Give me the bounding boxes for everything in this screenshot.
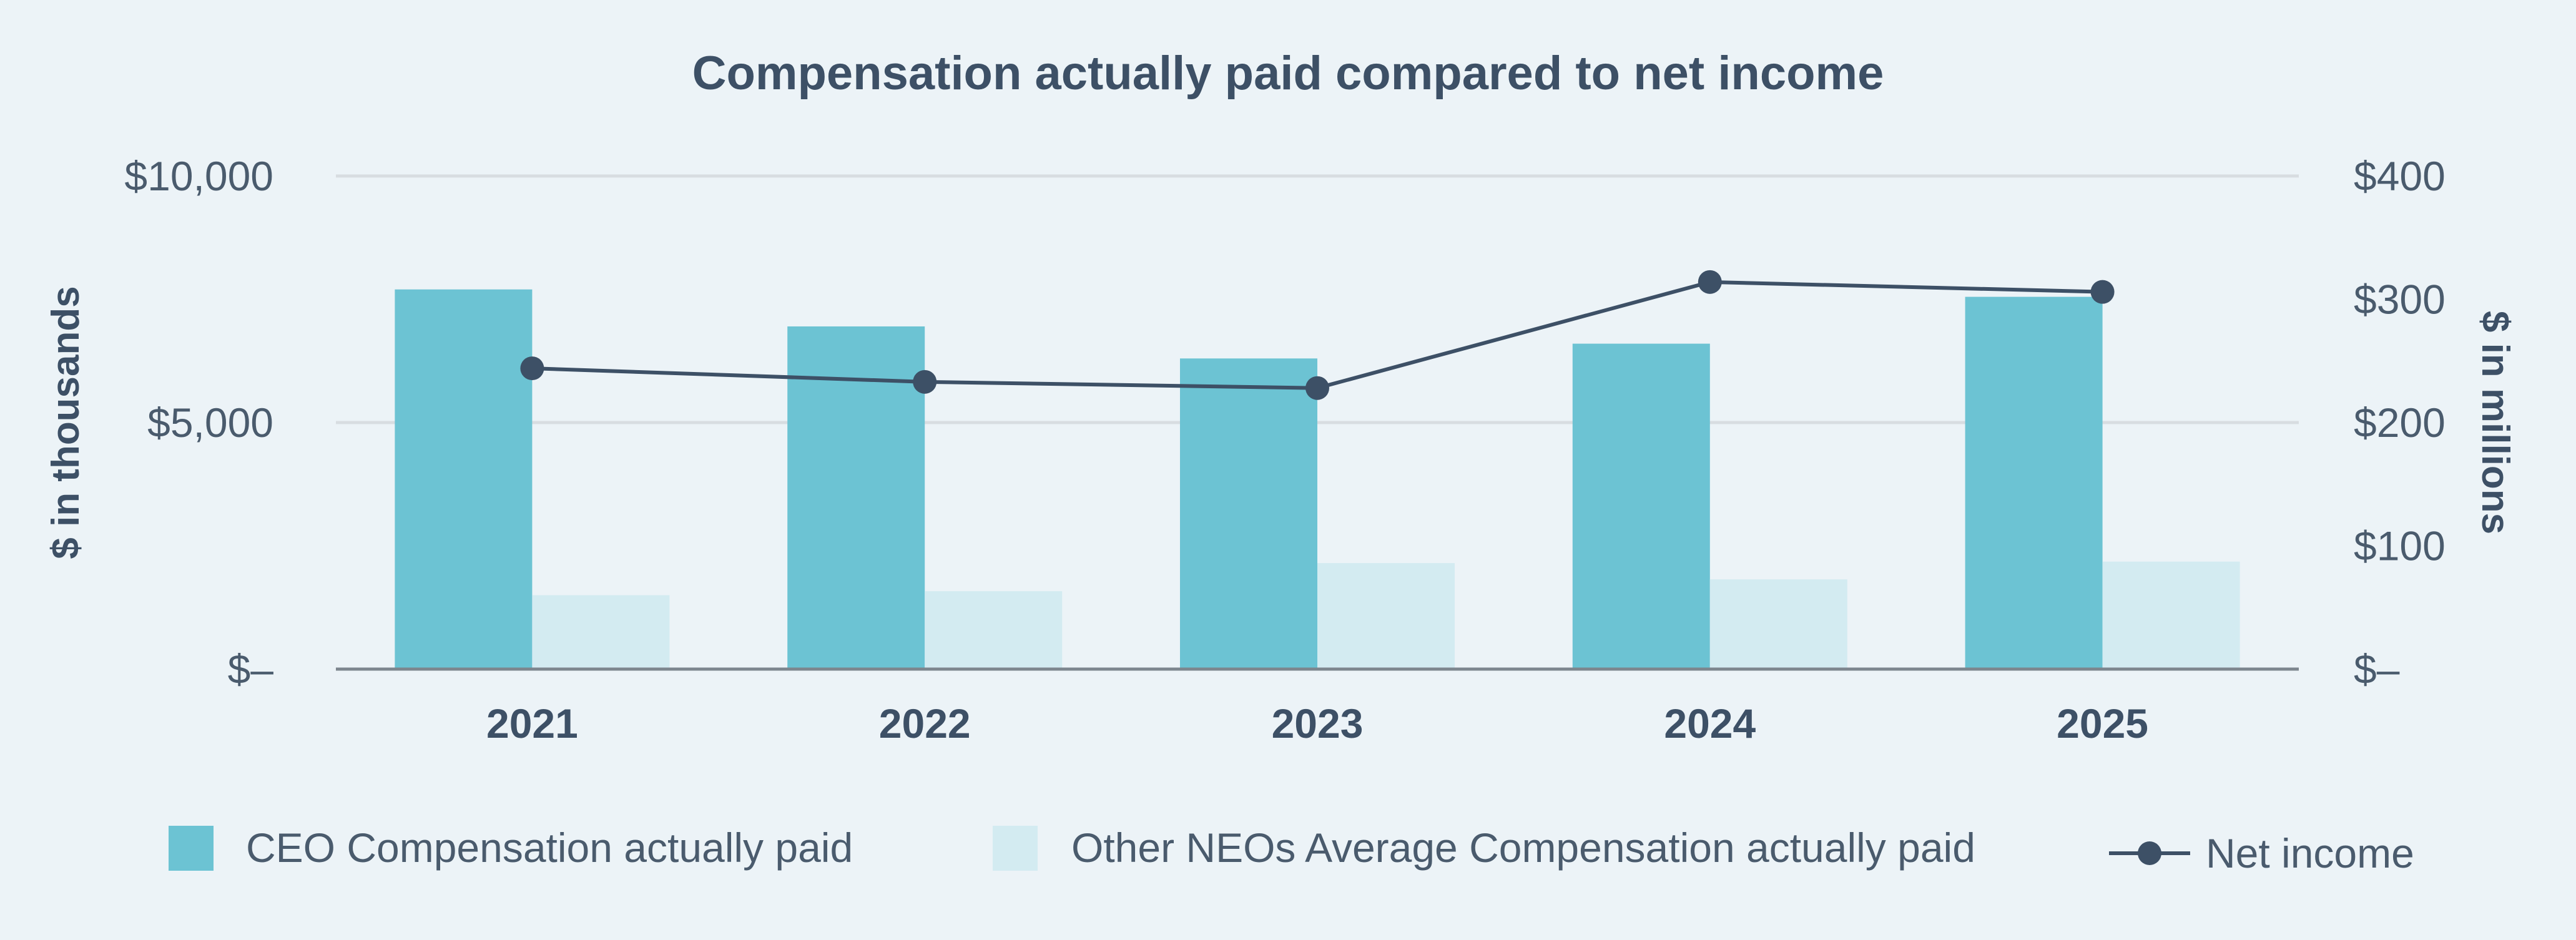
legend-label-ceo: CEO Compensation actually paid	[246, 825, 853, 871]
legend: CEO Compensation actually paid Other NEOs…	[169, 825, 2414, 876]
legend-swatch-neo	[993, 826, 1038, 871]
net-income-line-group	[520, 270, 2115, 400]
right-tick-label: $300	[2354, 277, 2446, 323]
category-label: 2025	[2057, 700, 2148, 747]
ceo-bar	[1572, 343, 1710, 669]
axis-labels: $– $5,000 $10,000 $– $100 $200 $300 $400 2021 202…	[124, 153, 2445, 747]
neo-bar	[1317, 563, 1455, 669]
right-tick-label: $400	[2354, 153, 2446, 199]
ceo-bar	[395, 289, 533, 669]
net-income-point	[913, 370, 937, 394]
neo-bar	[925, 591, 1063, 669]
neo-bar	[1709, 579, 1847, 669]
right-tick-label: $200	[2354, 399, 2446, 446]
left-tick-label: $10,000	[124, 153, 273, 199]
left-tick-label: $5,000	[147, 399, 273, 446]
neo-bar	[2102, 561, 2240, 669]
left-axis-title: $ in thousands	[44, 286, 87, 559]
chart-title: Compensation actually paid compared to n…	[692, 47, 1884, 100]
legend-label-neo: Other NEOs Average Compensation actually…	[1071, 825, 1975, 871]
net-income-point	[2090, 280, 2115, 304]
category-label: 2023	[1272, 700, 1364, 747]
right-tick-label: $–	[2354, 646, 2400, 692]
net-income-point	[520, 356, 544, 381]
legend-swatch-ceo	[169, 826, 214, 871]
category-label: 2021	[486, 700, 578, 747]
net-income-point	[1305, 376, 1329, 400]
legend-marker-net-income	[2138, 841, 2161, 865]
ceo-bar	[787, 326, 925, 669]
category-label: 2024	[1664, 700, 1756, 747]
right-tick-label: $100	[2354, 523, 2446, 569]
bars	[395, 289, 2240, 669]
net-income-point	[1698, 270, 1722, 294]
category-label: 2022	[879, 700, 971, 747]
right-axis-title: $ in millions	[2474, 311, 2517, 534]
neo-bar	[532, 595, 670, 669]
ceo-bar	[1965, 296, 2103, 669]
left-tick-label: $–	[228, 646, 274, 692]
legend-label-net-income: Net income	[2206, 830, 2414, 876]
ceo-bar	[1180, 358, 1317, 669]
